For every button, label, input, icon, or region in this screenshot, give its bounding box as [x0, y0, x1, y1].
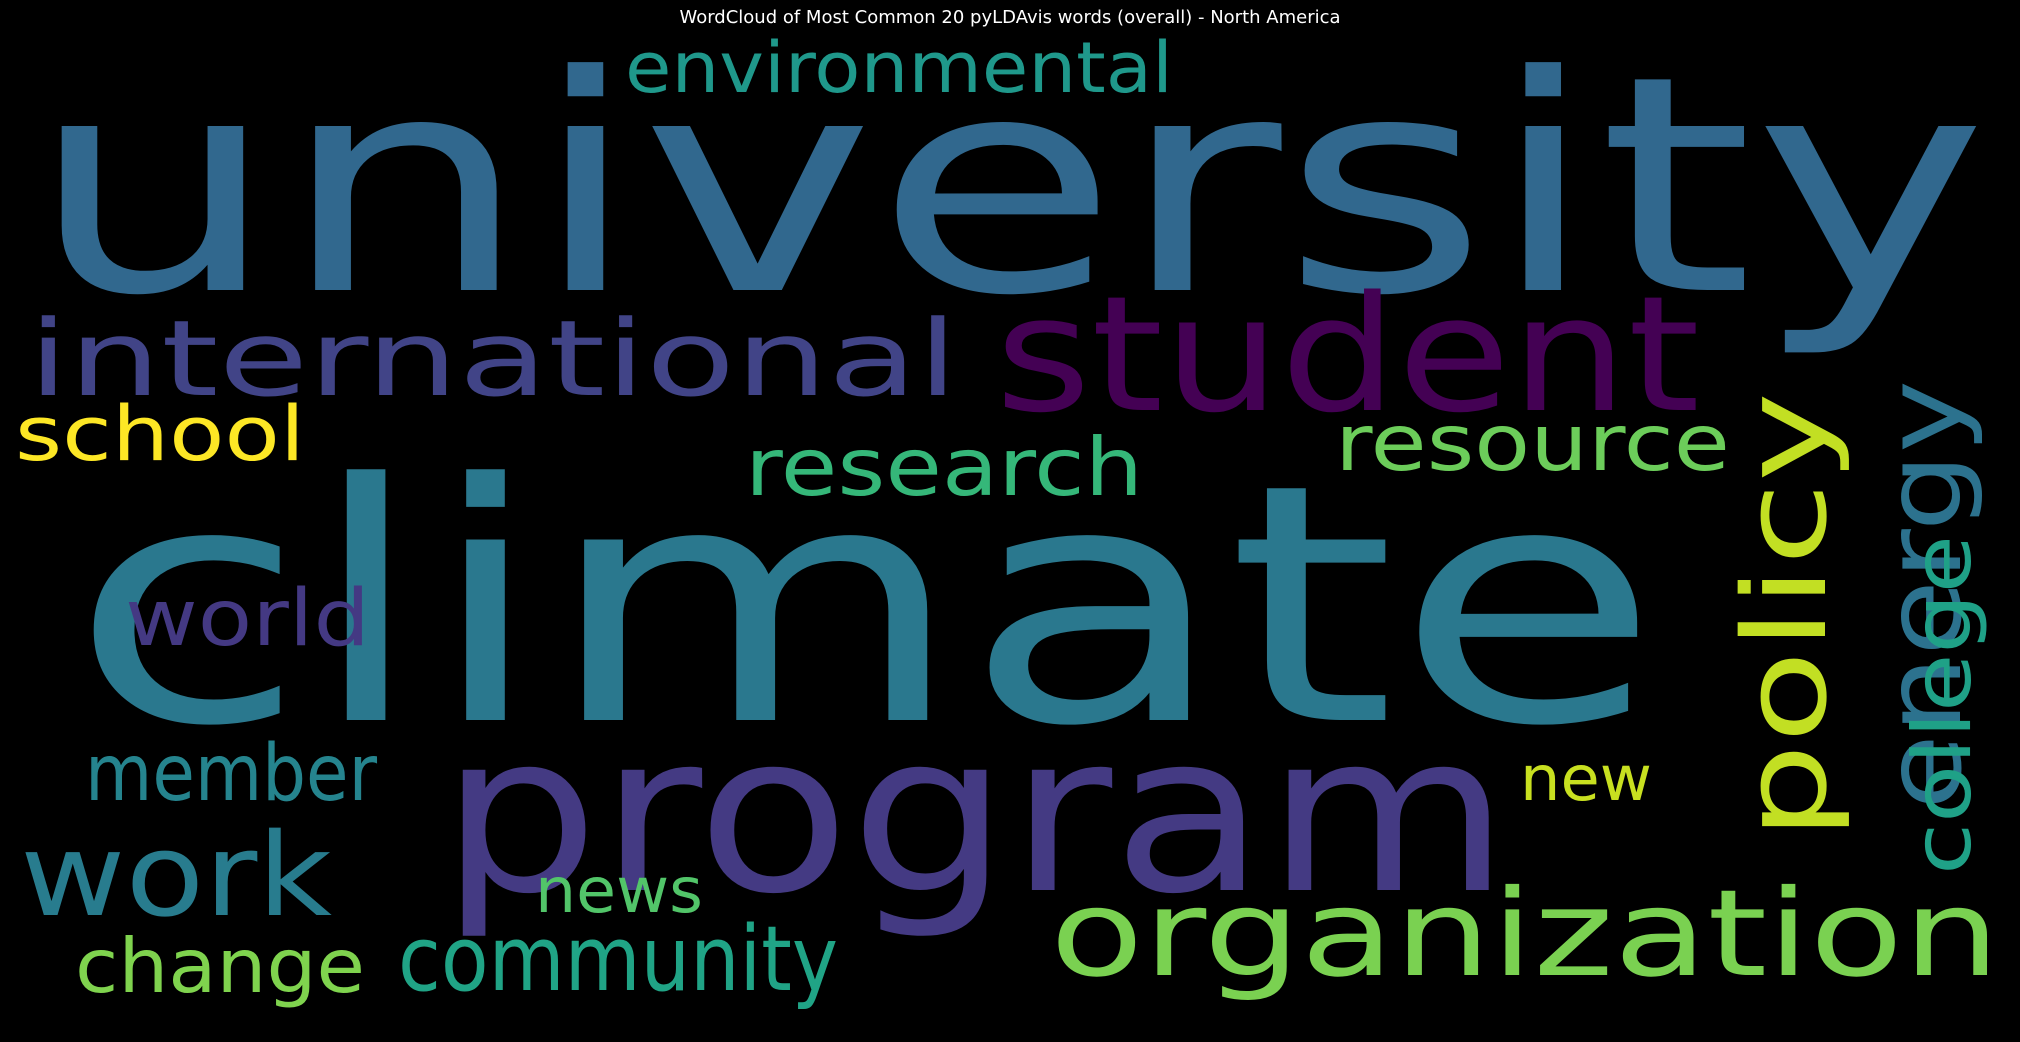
word-student: student	[995, 261, 1700, 448]
word-international: international	[28, 298, 958, 420]
word-change: change	[75, 922, 365, 1010]
word-member: member	[85, 729, 378, 819]
word-school: school	[15, 389, 305, 478]
word-new: new	[1520, 742, 1652, 815]
word-world: world	[125, 574, 370, 664]
word-research: research	[745, 421, 1143, 514]
word-organization: organization	[1050, 865, 2000, 1004]
word-program: program	[440, 686, 1510, 942]
chart-title: WordCloud of Most Common 20 pyLDAvis wor…	[679, 7, 1341, 28]
word-college: college	[1896, 535, 1989, 875]
word-policy: policy	[1719, 392, 1853, 840]
word-energy: energy	[1863, 380, 1985, 810]
word-news: news	[535, 854, 703, 927]
word-climate: climate	[70, 414, 1660, 798]
word-environmental: environmental	[625, 27, 1173, 109]
word-university: university	[28, 12, 1988, 361]
word-resource: resource	[1335, 399, 1730, 489]
word-work: work	[20, 809, 332, 943]
word-community: community	[398, 907, 838, 1012]
